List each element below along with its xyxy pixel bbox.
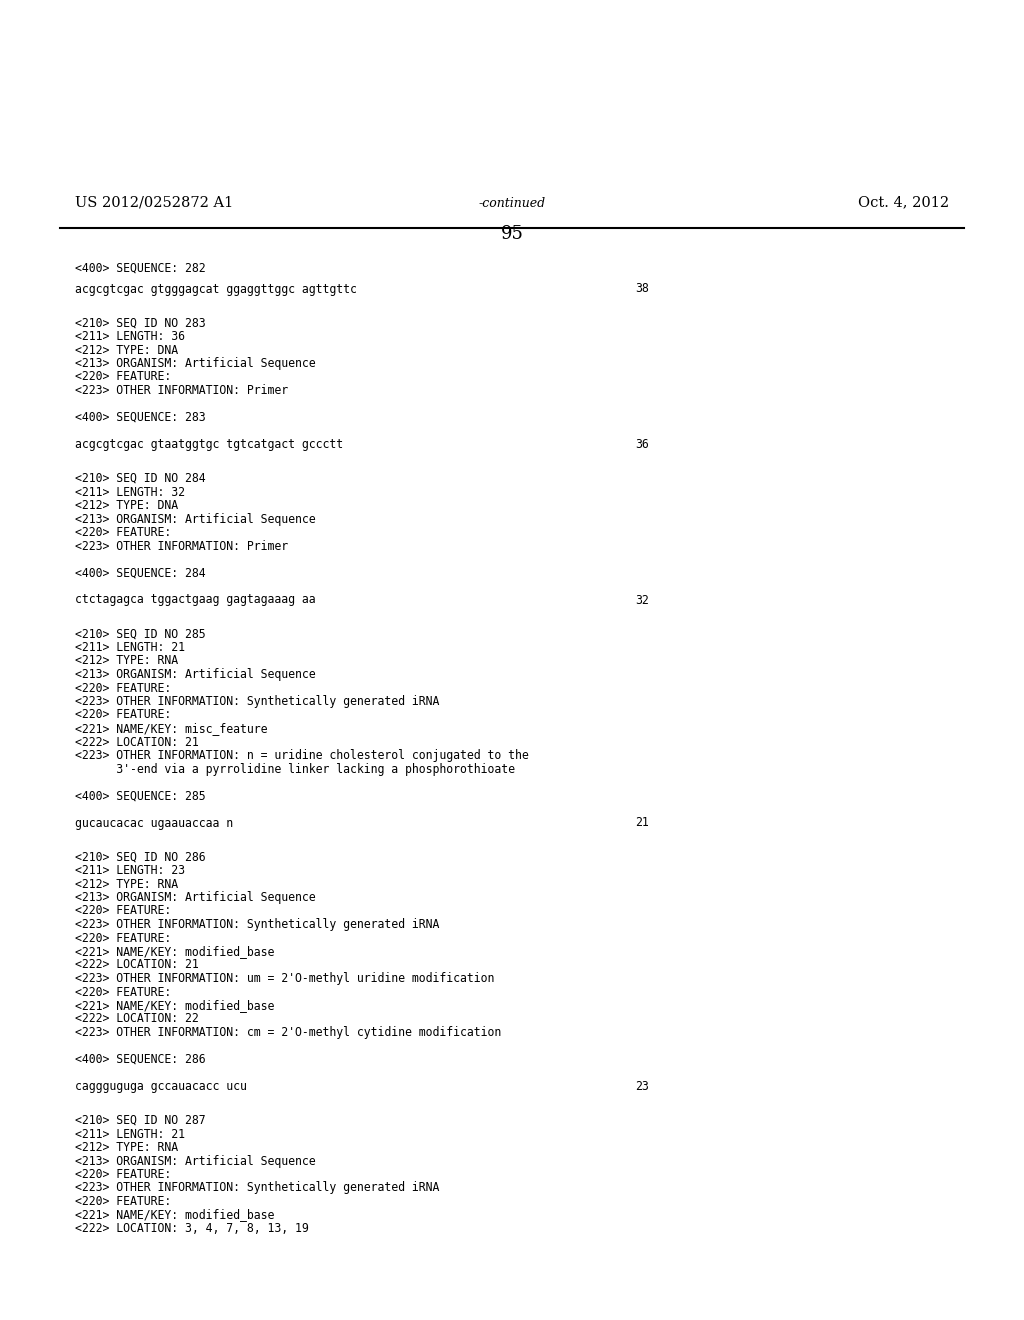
- Text: ctctagagca tggactgaag gagtagaaag aa: ctctagagca tggactgaag gagtagaaag aa: [75, 594, 315, 606]
- Text: 32: 32: [635, 594, 649, 606]
- Text: 3'-end via a pyrrolidine linker lacking a phosphorothioate: 3'-end via a pyrrolidine linker lacking …: [75, 763, 515, 776]
- Text: <400> SEQUENCE: 286: <400> SEQUENCE: 286: [75, 1053, 206, 1067]
- Text: <222> LOCATION: 3, 4, 7, 8, 13, 19: <222> LOCATION: 3, 4, 7, 8, 13, 19: [75, 1222, 309, 1236]
- Text: <220> FEATURE:: <220> FEATURE:: [75, 986, 171, 998]
- Text: <211> LENGTH: 21: <211> LENGTH: 21: [75, 642, 185, 653]
- Text: <213> ORGANISM: Artificial Sequence: <213> ORGANISM: Artificial Sequence: [75, 891, 315, 904]
- Text: Oct. 4, 2012: Oct. 4, 2012: [858, 195, 949, 209]
- Text: <220> FEATURE:: <220> FEATURE:: [75, 1195, 171, 1208]
- Text: <220> FEATURE:: <220> FEATURE:: [75, 1168, 171, 1181]
- Text: <222> LOCATION: 21: <222> LOCATION: 21: [75, 958, 199, 972]
- Text: <222> LOCATION: 21: <222> LOCATION: 21: [75, 735, 199, 748]
- Text: US 2012/0252872 A1: US 2012/0252872 A1: [75, 195, 233, 209]
- Text: 21: 21: [635, 817, 649, 829]
- Text: <223> OTHER INFORMATION: Primer: <223> OTHER INFORMATION: Primer: [75, 384, 288, 397]
- Text: <400> SEQUENCE: 284: <400> SEQUENCE: 284: [75, 566, 206, 579]
- Text: <400> SEQUENCE: 283: <400> SEQUENCE: 283: [75, 411, 206, 424]
- Text: <220> FEATURE:: <220> FEATURE:: [75, 904, 171, 917]
- Text: <223> OTHER INFORMATION: n = uridine cholesterol conjugated to the: <223> OTHER INFORMATION: n = uridine cho…: [75, 748, 528, 762]
- Text: <223> OTHER INFORMATION: Synthetically generated iRNA: <223> OTHER INFORMATION: Synthetically g…: [75, 1181, 439, 1195]
- Text: <210> SEQ ID NO 286: <210> SEQ ID NO 286: [75, 850, 206, 863]
- Text: <400> SEQUENCE: 285: <400> SEQUENCE: 285: [75, 789, 206, 803]
- Text: <213> ORGANISM: Artificial Sequence: <213> ORGANISM: Artificial Sequence: [75, 1155, 315, 1167]
- Text: <212> TYPE: DNA: <212> TYPE: DNA: [75, 499, 178, 512]
- Text: <213> ORGANISM: Artificial Sequence: <213> ORGANISM: Artificial Sequence: [75, 356, 315, 370]
- Text: <222> LOCATION: 22: <222> LOCATION: 22: [75, 1012, 199, 1026]
- Text: <221> NAME/KEY: modified_base: <221> NAME/KEY: modified_base: [75, 945, 274, 958]
- Text: <221> NAME/KEY: misc_feature: <221> NAME/KEY: misc_feature: [75, 722, 267, 735]
- Text: <212> TYPE: RNA: <212> TYPE: RNA: [75, 1140, 178, 1154]
- Text: <223> OTHER INFORMATION: Primer: <223> OTHER INFORMATION: Primer: [75, 540, 288, 553]
- Text: <220> FEATURE:: <220> FEATURE:: [75, 932, 171, 945]
- Text: <212> TYPE: RNA: <212> TYPE: RNA: [75, 878, 178, 891]
- Text: 23: 23: [635, 1080, 649, 1093]
- Text: acgcgtcgac gtaatggtgc tgtcatgact gccctt: acgcgtcgac gtaatggtgc tgtcatgact gccctt: [75, 438, 343, 451]
- Text: -continued: -continued: [478, 197, 546, 210]
- Text: <212> TYPE: DNA: <212> TYPE: DNA: [75, 343, 178, 356]
- Text: <210> SEQ ID NO 284: <210> SEQ ID NO 284: [75, 473, 206, 484]
- Text: <213> ORGANISM: Artificial Sequence: <213> ORGANISM: Artificial Sequence: [75, 512, 315, 525]
- Text: 95: 95: [501, 224, 523, 243]
- Text: <211> LENGTH: 23: <211> LENGTH: 23: [75, 865, 185, 876]
- Text: <220> FEATURE:: <220> FEATURE:: [75, 709, 171, 722]
- Text: <210> SEQ ID NO 285: <210> SEQ ID NO 285: [75, 627, 206, 640]
- Text: 38: 38: [635, 282, 649, 296]
- Text: <223> OTHER INFORMATION: Synthetically generated iRNA: <223> OTHER INFORMATION: Synthetically g…: [75, 696, 439, 708]
- Text: <213> ORGANISM: Artificial Sequence: <213> ORGANISM: Artificial Sequence: [75, 668, 315, 681]
- Text: 36: 36: [635, 438, 649, 451]
- Text: <223> OTHER INFORMATION: Synthetically generated iRNA: <223> OTHER INFORMATION: Synthetically g…: [75, 917, 439, 931]
- Text: <220> FEATURE:: <220> FEATURE:: [75, 681, 171, 694]
- Text: caggguguga gccauacacc ucu: caggguguga gccauacacc ucu: [75, 1080, 247, 1093]
- Text: <210> SEQ ID NO 287: <210> SEQ ID NO 287: [75, 1114, 206, 1127]
- Text: <221> NAME/KEY: modified_base: <221> NAME/KEY: modified_base: [75, 1209, 274, 1221]
- Text: acgcgtcgac gtgggagcat ggaggttggc agttgttc: acgcgtcgac gtgggagcat ggaggttggc agttgtt…: [75, 282, 357, 296]
- Text: <211> LENGTH: 36: <211> LENGTH: 36: [75, 330, 185, 343]
- Text: <210> SEQ ID NO 283: <210> SEQ ID NO 283: [75, 317, 206, 330]
- Text: gucaucacac ugaauaccaa n: gucaucacac ugaauaccaa n: [75, 817, 233, 829]
- Text: <220> FEATURE:: <220> FEATURE:: [75, 525, 171, 539]
- Text: <211> LENGTH: 32: <211> LENGTH: 32: [75, 486, 185, 499]
- Text: <221> NAME/KEY: modified_base: <221> NAME/KEY: modified_base: [75, 999, 274, 1012]
- Text: <212> TYPE: RNA: <212> TYPE: RNA: [75, 655, 178, 668]
- Text: <220> FEATURE:: <220> FEATURE:: [75, 371, 171, 384]
- Text: <223> OTHER INFORMATION: cm = 2'O-methyl cytidine modification: <223> OTHER INFORMATION: cm = 2'O-methyl…: [75, 1026, 502, 1039]
- Text: <211> LENGTH: 21: <211> LENGTH: 21: [75, 1127, 185, 1140]
- Text: <400> SEQUENCE: 282: <400> SEQUENCE: 282: [75, 261, 206, 275]
- Text: <223> OTHER INFORMATION: um = 2'O-methyl uridine modification: <223> OTHER INFORMATION: um = 2'O-methyl…: [75, 972, 495, 985]
